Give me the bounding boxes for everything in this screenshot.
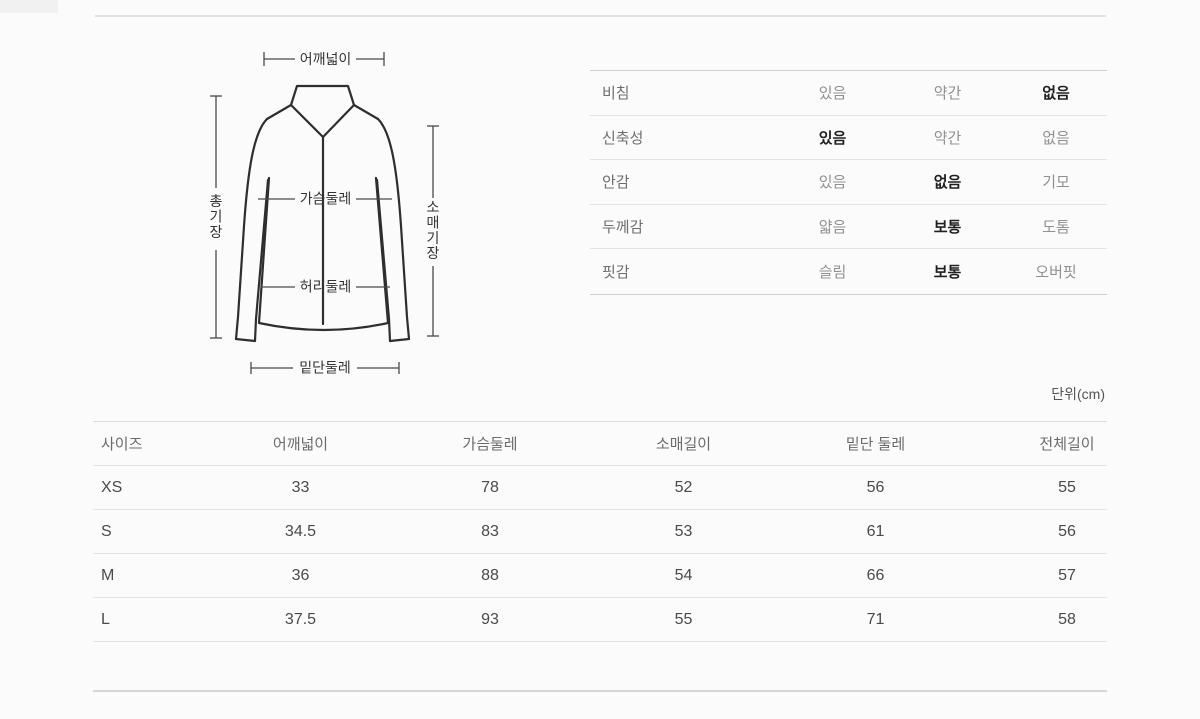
property-row-lining: 안감 있음 없음 기모 [590,160,1107,205]
property-label: 두께감 [602,218,644,236]
size-cell: 78 [481,478,499,496]
property-row-sheerness: 비침 있음 약간 없음 [590,71,1107,116]
header-cell-shoulder: 어깨넓이 [272,436,329,453]
header-cell-size: 사이즈 [101,436,143,453]
size-cell: 55 [1058,478,1076,496]
property-option: 약간 [933,129,962,147]
size-cell: 58 [1058,610,1076,628]
size-cell: 37.5 [284,610,317,628]
size-cell: 36 [291,566,310,584]
size-row-m: M 36 88 54 66 57 [93,554,1107,598]
property-option: 없음 [1042,129,1070,147]
size-cell: 53 [674,522,693,540]
shoulder-width-label: 어깨넓이 [300,51,352,67]
header-cell-chest: 가슴둘레 [462,436,518,453]
property-row-thickness: 두께감 얇음 보통 도톰 [590,205,1107,249]
size-cell: 56 [866,478,885,496]
waist-label: 허리둘레 [300,279,352,295]
property-option: 도톰 [1042,218,1070,236]
fabric-properties-table: 비침 있음 약간 없음 신축성 있음 약간 없음 안감 있음 없음 기모 두께감… [590,70,1107,295]
property-option: 오버핏 [1035,263,1077,281]
size-cell-label: M [101,566,115,584]
property-label: 비침 [602,85,630,103]
property-option: 있음 [818,85,847,103]
size-cell: 71 [866,610,885,628]
size-cell-label: XS [101,478,123,496]
property-label: 핏감 [602,263,630,281]
top-divider [95,15,1106,17]
size-cell: 93 [481,610,499,628]
size-table: 사이즈 어깨넓이 가슴둘레 소매길이 밑단 둘레 전체길이 XS 33 78 5… [93,421,1107,692]
header-cell-hem: 밑단 둘레 [845,436,906,453]
size-cell: 88 [481,566,499,584]
header-cell-total-length: 전체길이 [1039,436,1095,453]
size-cell: 33 [291,478,310,496]
property-row-elasticity: 신축성 있음 약간 없음 [590,116,1107,160]
property-option-selected: 있음 [818,129,847,147]
size-row-xs: XS 33 78 52 56 55 [93,466,1107,510]
header-cell-sleeve: 소매길이 [655,436,712,453]
property-option: 얇음 [818,218,847,236]
size-row-s: S 34.5 83 53 61 56 [93,510,1107,554]
property-label: 신축성 [602,129,644,147]
measurement-lines [210,52,439,374]
unit-label: 단위(cm) [1051,386,1105,402]
property-option-selected: 없음 [933,174,962,192]
property-option: 슬림 [818,263,847,281]
property-row-fit: 핏감 슬림 보통 오버핏 [590,249,1107,294]
top-left-artifact [0,0,58,13]
chest-label: 가슴둘레 [300,191,352,207]
property-option: 있음 [818,174,847,192]
property-option: 약간 [933,85,962,103]
shirt-outline [234,84,411,343]
size-table-footer-space [93,642,1107,692]
property-option: 기모 [1042,174,1070,192]
size-cell: 34.5 [284,522,317,540]
size-cell-label: L [101,610,110,628]
size-cell: 61 [866,522,885,540]
size-table-header: 사이즈 어깨넓이 가슴둘레 소매길이 밑단 둘레 전체길이 [93,422,1107,466]
hem-label: 밑단둘레 [299,360,351,376]
size-cell-label: S [101,522,112,540]
property-option-selected: 보통 [933,263,962,281]
size-row-l: L 37.5 93 55 71 58 [93,598,1107,642]
property-label: 안감 [602,174,630,192]
size-cell: 54 [674,566,693,584]
size-cell: 52 [674,478,693,496]
size-cell: 56 [1058,522,1076,540]
property-option-selected: 보통 [933,218,962,236]
size-cell: 83 [481,522,499,540]
size-cell: 55 [674,610,693,628]
property-option-selected: 없음 [1042,85,1070,103]
size-cell: 57 [1058,566,1076,584]
size-cell: 66 [866,566,885,584]
